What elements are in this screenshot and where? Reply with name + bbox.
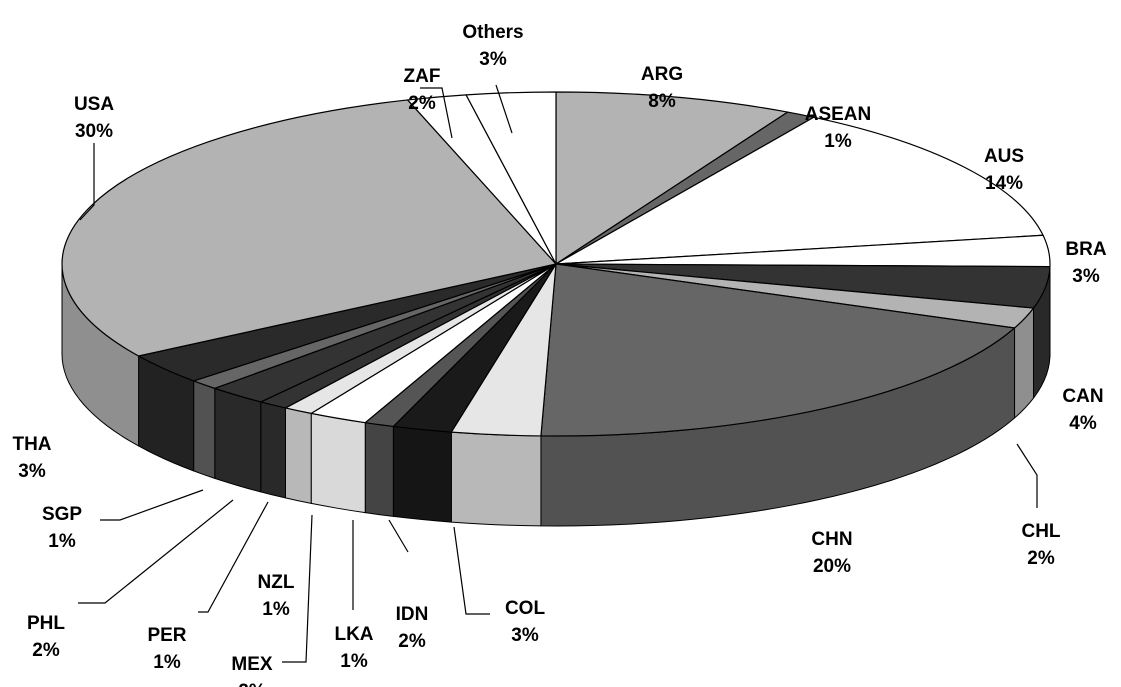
slice-value-idn: 2% (398, 631, 426, 652)
pie-side-layer (61, 263, 1051, 527)
slice-label-chn: CHN (811, 529, 852, 550)
slice-label-others: Others (462, 22, 523, 43)
leader-line-chl (1016, 443, 1038, 508)
slice-label-lka: LKA (334, 624, 373, 645)
pie-side-sgp (193, 380, 216, 479)
slice-label-sgp: SGP (42, 504, 82, 525)
slice-value-mex: 2% (238, 681, 266, 687)
slice-value-usa: 30% (75, 121, 113, 142)
pie-side-mex (310, 412, 366, 514)
slice-label-arg: ARG (641, 64, 683, 85)
pie-slice-arg (555, 91, 789, 265)
pie-slice-chn (540, 263, 1016, 437)
leader-line-idn (388, 519, 409, 553)
leader-line-usa (79, 143, 95, 221)
pie-slice-aus (555, 116, 1044, 265)
pie-side-lka (364, 422, 394, 517)
pie-top-layer (61, 91, 1051, 437)
slice-value-chl: 2% (1027, 548, 1055, 569)
slice-label-nzl: NZL (258, 572, 295, 593)
leader-line-per (198, 501, 269, 613)
leader-line-mex (282, 514, 313, 663)
slice-value-nzl: 1% (262, 599, 290, 620)
slice-label-zaf: ZAF (404, 66, 441, 87)
leader-line-zaf (420, 87, 453, 139)
pie-side-nzl (284, 407, 312, 504)
slice-value-others: 3% (479, 49, 507, 70)
data-label-layer: ARG 8% ASEAN 1% AUS 14% BRA 3% CAN 4% CHL 2% CHN 20% C… (12, 22, 1106, 687)
slice-value-can: 4% (1069, 413, 1097, 434)
leader-line-phl (78, 499, 234, 604)
slice-value-per: 1% (153, 652, 181, 673)
slice-value-col: 3% (511, 625, 539, 646)
slice-label-col: COL (505, 598, 546, 619)
pie-slice-others (465, 91, 557, 265)
slice-value-asean: 1% (824, 131, 852, 152)
slice-value-arg: 8% (648, 91, 676, 112)
slice-value-lka: 1% (340, 651, 368, 672)
slice-label-bra: BRA (1065, 239, 1106, 260)
slice-value-zaf: 2% (408, 93, 436, 114)
leader-line-layer (78, 84, 1038, 663)
slice-label-can: CAN (1062, 386, 1103, 407)
pie-side-idn (392, 425, 452, 523)
slice-label-usa: USA (74, 94, 114, 115)
slice-value-bra: 3% (1072, 266, 1100, 287)
leader-line-others (495, 84, 513, 134)
pie-side-per (260, 401, 286, 499)
slice-value-chn: 20% (813, 556, 851, 577)
slice-label-phl: PHL (27, 613, 65, 634)
slice-label-aus: AUS (984, 146, 1024, 167)
slice-label-idn: IDN (396, 604, 429, 625)
pie-slice-usa (61, 99, 557, 357)
slice-label-chl: CHL (1021, 521, 1060, 542)
pie-side-phl (214, 387, 262, 493)
slice-value-tha: 3% (18, 461, 46, 482)
leader-line-col (453, 526, 490, 615)
leader-line-sgp (100, 489, 204, 521)
pie-side-col (450, 431, 542, 527)
slice-value-aus: 14% (985, 173, 1023, 194)
slice-label-asean: ASEAN (805, 104, 872, 125)
slice-value-phl: 2% (32, 640, 60, 661)
slice-label-tha: THA (12, 434, 51, 455)
slice-label-per: PER (147, 625, 186, 646)
slice-value-sgp: 1% (48, 531, 76, 552)
slice-label-mex: MEX (231, 654, 273, 675)
